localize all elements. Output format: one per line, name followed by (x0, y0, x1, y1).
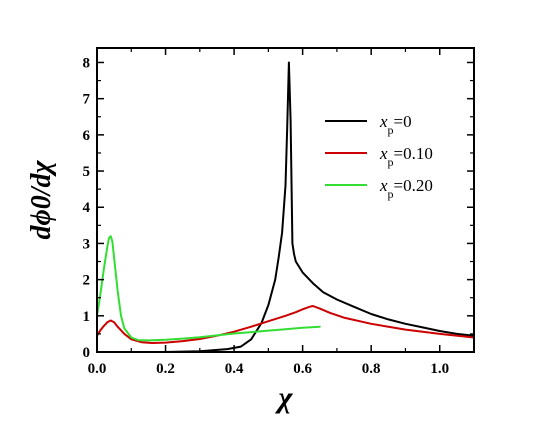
labels-layer: 0.0 0.2 0.4 0.6 0.8 1.0 0 1 2 3 4 5 6 7 8 (83, 55, 450, 377)
y-tick-label: 6 (83, 128, 91, 144)
plot-frame (96, 47, 475, 353)
legend-label-1: xp=0.10 (379, 144, 433, 169)
legend-label-0: xp=0 (379, 112, 412, 137)
y-tick-label: 1 (83, 309, 91, 325)
x-tick-label: 0.8 (362, 361, 381, 377)
y-tick-label: 2 (83, 273, 91, 289)
y-axis-title: dϕ0/dχ (26, 160, 57, 240)
legend-label-2: xp=0.20 (379, 176, 433, 201)
x-tick-label: 0.6 (293, 361, 312, 377)
series-line-1 (96, 305, 475, 344)
series-line-0 (164, 61, 475, 353)
x-tick-label: 1.0 (430, 361, 449, 377)
y-tick-label: 3 (83, 236, 91, 252)
y-tick-label: 5 (83, 164, 91, 180)
x-tick-label: 0.0 (88, 361, 107, 377)
x-axis-title: χ (275, 381, 294, 414)
series-layer (96, 61, 475, 353)
y-tick-label: 0 (83, 345, 91, 361)
y-tick-label: 8 (83, 55, 91, 71)
x-tick-label: 0.2 (156, 361, 175, 377)
legend: xp=0 xp=0.10 xp=0.20 (325, 112, 433, 201)
y-tick-label: 4 (83, 200, 91, 216)
ticks-layer (96, 48, 474, 353)
x-tick-label: 0.4 (225, 361, 244, 377)
series-line-2 (96, 235, 321, 342)
y-tick-label: 7 (83, 92, 91, 108)
